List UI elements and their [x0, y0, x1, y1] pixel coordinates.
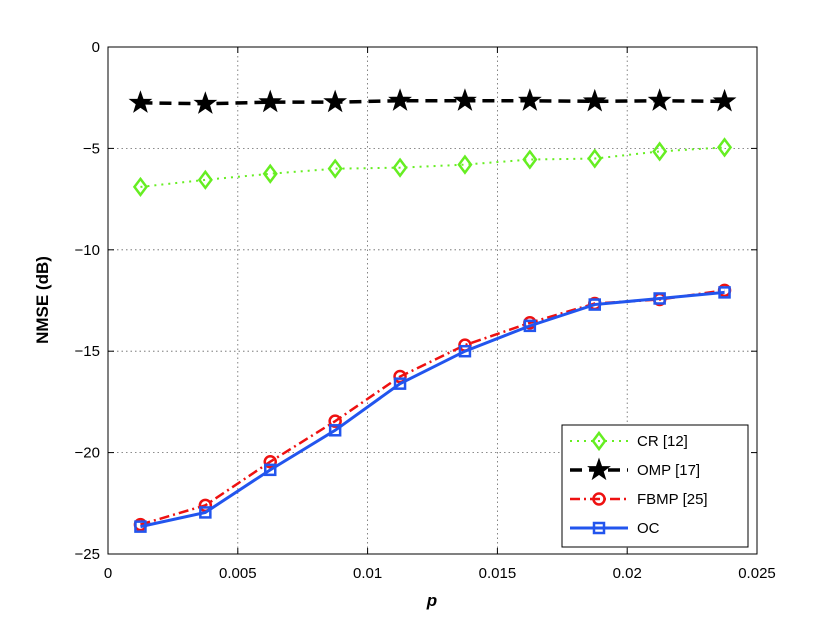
star-marker [517, 88, 542, 111]
series-square [134, 286, 731, 533]
diamond-marker [132, 176, 149, 198]
x-tick-label: 0.025 [738, 565, 776, 582]
y-tick-label: −25 [75, 546, 100, 563]
star-marker [388, 88, 412, 111]
x-tick-label: 0 [104, 565, 112, 582]
square-marker [588, 298, 601, 311]
square-marker [458, 344, 472, 358]
star-marker [193, 91, 218, 114]
square-marker [134, 520, 147, 533]
series-line [140, 98, 725, 106]
x-tick-label: 0.015 [479, 565, 517, 582]
diamond-marker [522, 149, 538, 170]
diamond-marker [197, 169, 213, 190]
star-marker [128, 90, 153, 113]
star-marker [453, 88, 477, 111]
x-tick-label: 0.005 [219, 565, 257, 582]
square-marker [328, 424, 342, 437]
series-layer [128, 88, 737, 533]
star-marker [647, 88, 672, 111]
square-marker [718, 286, 731, 299]
square-marker [393, 377, 407, 390]
legend-label: FBMP [25] [637, 491, 708, 508]
circle-marker [592, 492, 606, 506]
circle-marker [263, 454, 277, 469]
x-tick-label: 0.01 [353, 565, 382, 582]
y-axis-title: NMSE (dB) [33, 256, 52, 344]
star-marker [582, 88, 607, 112]
square-marker [523, 319, 537, 333]
square-marker [592, 521, 606, 535]
y-tick-label: −20 [75, 445, 100, 462]
series-diamond [132, 137, 733, 198]
y-tick-label: −5 [83, 140, 100, 157]
diamond-marker [716, 137, 733, 158]
diamond-marker [457, 154, 473, 175]
star-marker [587, 457, 611, 481]
legend-label: OC [637, 520, 660, 537]
axis-ticks: 0 0.005 0.01 0.015 0.02 0.025 0 −5 −10 −15 −20 −25 [75, 39, 776, 582]
diamond-marker [392, 157, 408, 178]
y-tick-label: −10 [75, 242, 100, 259]
star-marker [712, 88, 737, 112]
diamond-marker [652, 141, 668, 162]
legend-label: CR [12] [637, 433, 688, 450]
diamond-marker [587, 148, 603, 169]
y-tick-label: −15 [75, 343, 100, 360]
x-tick-label: 0.02 [613, 565, 642, 582]
series-line [140, 290, 725, 529]
diamond-marker [327, 158, 343, 179]
square-marker [653, 292, 666, 305]
circle-marker [328, 414, 342, 428]
legend: CR [12] OMP [17] FBMP [25] OC [561, 424, 749, 548]
legend-label: OMP [17] [637, 462, 700, 479]
y-tick-label: 0 [92, 39, 100, 56]
square-marker [199, 506, 212, 519]
diamond-marker [591, 430, 607, 452]
x-axis-title: p [426, 591, 437, 610]
star-marker [323, 89, 348, 113]
series-star [128, 88, 737, 114]
square-marker [264, 463, 277, 477]
plot-frame [107, 46, 758, 555]
diamond-marker [262, 163, 278, 184]
star-marker [258, 89, 283, 113]
